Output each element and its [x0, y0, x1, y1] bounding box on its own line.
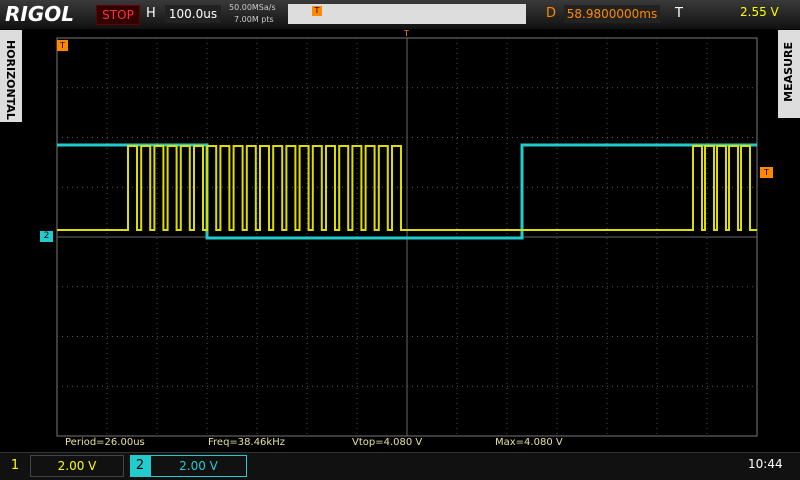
measurement: Max=4.080 V	[495, 437, 563, 448]
trigger-marker: T	[760, 167, 773, 178]
trigger-label: T	[675, 6, 683, 21]
memory-bar	[288, 4, 526, 24]
ch1-scale[interactable]: 2.00 V	[30, 455, 124, 477]
ch1-number[interactable]: 1	[10, 458, 20, 473]
measurement: Vtop=4.080 V	[352, 437, 423, 448]
clock: 10:44	[748, 457, 783, 471]
run-state[interactable]: STOP	[96, 5, 140, 25]
delay[interactable]: 58.9800000ms	[564, 5, 660, 23]
trigger-marker: T	[57, 40, 68, 51]
horizontal-tab[interactable]: HORIZONTAL	[4, 40, 17, 120]
delay-label: D	[546, 6, 557, 21]
ch2-scale[interactable]: 2.00 V	[150, 455, 247, 477]
trigger-marker: T	[404, 29, 409, 38]
timebase[interactable]: 100.0us	[165, 5, 221, 23]
right-tab[interactable]	[778, 30, 800, 118]
ch2-number[interactable]: 2	[130, 455, 150, 477]
channel1-trace	[57, 145, 757, 231]
left-tab[interactable]	[0, 30, 22, 122]
timebase-label: H	[146, 6, 156, 21]
trigger-marker: T	[312, 6, 322, 16]
measurement: Period=26.00us	[65, 437, 145, 448]
sample-rate: 50.00MSa/s	[229, 3, 276, 12]
brand: RIGOL	[5, 2, 75, 26]
waveform-area	[56, 37, 758, 437]
measurement: Freq=38.46kHz	[208, 437, 285, 448]
memory-depth: 7.00M pts	[234, 15, 274, 24]
channel2-marker: 2	[40, 231, 53, 242]
trigger-level[interactable]: 2.55 V	[740, 5, 779, 19]
